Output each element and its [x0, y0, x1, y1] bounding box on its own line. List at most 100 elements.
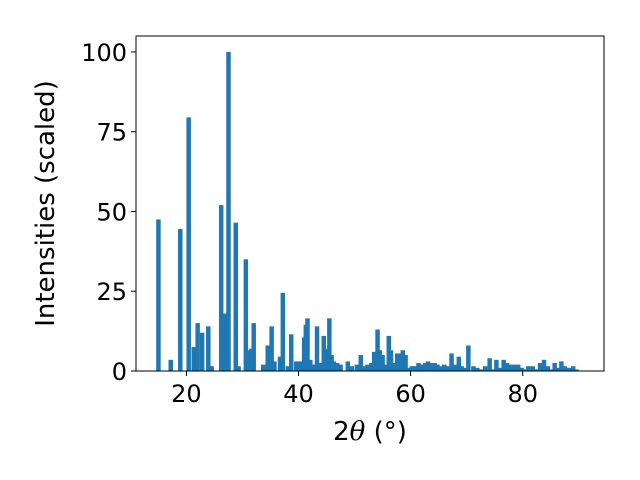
bar	[251, 323, 256, 371]
bar	[435, 364, 440, 371]
x-tick-label: 20	[171, 380, 202, 408]
bar	[191, 347, 196, 371]
bar	[323, 348, 329, 371]
bar	[226, 51, 231, 371]
x-tick-label: 80	[507, 380, 538, 408]
bar	[269, 326, 274, 371]
bar	[570, 366, 576, 371]
bar	[482, 366, 488, 371]
bar	[533, 369, 539, 371]
bar	[559, 361, 564, 371]
bar	[331, 361, 337, 371]
bar	[456, 356, 462, 371]
x-tick-label: 60	[395, 380, 426, 408]
bar	[512, 364, 517, 371]
bar	[296, 361, 302, 371]
bar	[199, 332, 205, 371]
bar	[438, 366, 444, 371]
bar	[419, 364, 425, 371]
x-axis-ticks: 20 40 60 80	[171, 371, 538, 408]
bar	[233, 222, 238, 371]
bar	[462, 367, 468, 371]
bar	[498, 367, 503, 371]
bar	[380, 355, 385, 371]
bar	[416, 363, 421, 371]
x-axis-label-symbol: θ	[350, 417, 366, 447]
bar-series	[156, 51, 579, 371]
bar	[318, 363, 323, 371]
bar	[243, 259, 249, 371]
bar	[449, 353, 454, 371]
bar	[552, 363, 557, 371]
bar	[369, 363, 374, 371]
bar	[445, 366, 450, 371]
bar	[375, 329, 380, 371]
bar	[459, 366, 464, 371]
y-tick-label: 25	[96, 278, 127, 306]
bar	[338, 364, 343, 371]
bar	[371, 351, 377, 371]
bar	[567, 367, 572, 371]
y-tick-label: 50	[96, 198, 127, 226]
bar	[277, 356, 283, 371]
bar	[494, 359, 499, 371]
x-axis-label: 2θ (°)	[333, 417, 407, 447]
bar	[537, 363, 543, 371]
bar	[403, 355, 408, 371]
bar	[186, 117, 191, 371]
bar	[400, 350, 406, 371]
bar	[412, 366, 418, 371]
bar	[504, 363, 510, 371]
y-tick-label: 100	[81, 39, 127, 67]
bar	[555, 367, 561, 371]
bar	[249, 348, 254, 371]
bar	[218, 205, 224, 371]
bar	[425, 361, 431, 371]
bar	[501, 359, 506, 371]
bar	[314, 326, 320, 371]
y-tick-label: 75	[96, 119, 127, 147]
bar	[272, 361, 277, 371]
bar	[522, 369, 528, 371]
bar	[358, 355, 363, 371]
bar	[178, 229, 183, 371]
bar	[386, 335, 392, 371]
bar	[479, 369, 484, 371]
x-tick-label: 40	[283, 380, 314, 408]
bar	[487, 358, 492, 371]
bar	[471, 366, 476, 371]
x-axis-label-suffix: (°)	[365, 417, 407, 447]
bar	[562, 366, 567, 371]
y-axis-label: Intensities (scaled)	[31, 80, 61, 327]
bar	[475, 367, 480, 371]
bar	[397, 353, 402, 371]
bar	[349, 366, 355, 371]
bar	[508, 364, 513, 371]
bar	[260, 364, 266, 371]
bar	[334, 363, 340, 371]
bar	[377, 350, 383, 371]
bar	[308, 359, 313, 371]
bar	[574, 369, 579, 371]
bar	[422, 363, 428, 371]
bar	[549, 369, 554, 371]
bar	[530, 366, 536, 371]
bar	[156, 219, 161, 371]
bar	[280, 292, 286, 371]
bar	[361, 366, 366, 371]
bar	[516, 364, 521, 371]
bar	[236, 366, 241, 371]
y-tick-label: 0	[112, 358, 127, 386]
bar	[392, 363, 397, 371]
bar	[406, 367, 412, 371]
bar	[519, 367, 524, 371]
bar	[168, 359, 173, 371]
bar	[365, 364, 370, 371]
bar	[409, 366, 414, 371]
bar	[265, 345, 270, 371]
bar	[327, 318, 332, 371]
bar	[311, 364, 316, 371]
y-axis-ticks: 0 25 50 75 100	[81, 39, 136, 386]
